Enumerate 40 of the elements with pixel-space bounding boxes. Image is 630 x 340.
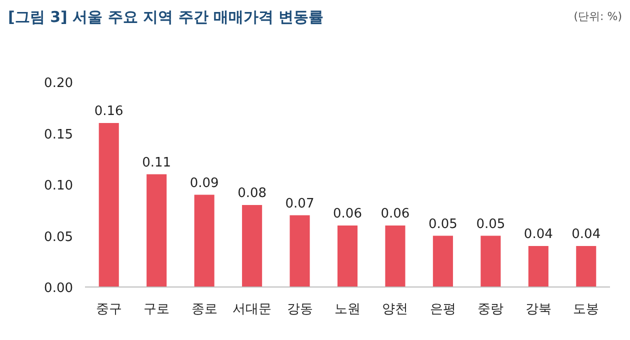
x-tick-label: 중랑 <box>478 302 504 317</box>
y-tick-label: 0.20 <box>44 76 73 91</box>
bar <box>480 236 501 287</box>
data-label: 0.04 <box>524 227 553 242</box>
data-label: 0.08 <box>238 186 267 201</box>
bar <box>576 246 596 287</box>
data-label: 0.09 <box>190 176 219 191</box>
x-tick-label: 도봉 <box>573 302 600 317</box>
bar <box>432 236 453 287</box>
data-label: 0.06 <box>380 206 410 222</box>
y-tick-label: 0.00 <box>44 281 73 296</box>
bar <box>385 226 406 287</box>
y-tick-label: 0.10 <box>44 178 73 194</box>
data-label: 0.06 <box>333 206 362 222</box>
y-tick-label: 0.05 <box>44 230 73 245</box>
x-tick-label: 양천 <box>382 302 408 317</box>
x-tick-label: 은평 <box>430 302 456 317</box>
x-tick-label: 종로 <box>191 302 218 317</box>
data-label: 0.07 <box>285 196 314 212</box>
x-tick-label: 노원 <box>334 302 360 317</box>
data-label: 0.05 <box>428 216 458 232</box>
data-label: 0.11 <box>142 155 172 170</box>
bar <box>242 205 262 287</box>
x-tick-label: 중구 <box>96 302 122 317</box>
x-tick-label: 강북 <box>525 302 552 317</box>
x-tick-label: 서대문 <box>232 302 272 317</box>
bar <box>146 174 167 287</box>
bar <box>194 194 214 287</box>
data-label: 0.05 <box>476 216 506 232</box>
bar <box>337 226 358 287</box>
chart-title: [그림 3] 서울 주요 지역 주간 매매가격 변동률 <box>8 8 324 26</box>
y-tick-label: 0.15 <box>44 127 73 142</box>
data-label: 0.04 <box>572 227 601 242</box>
text: (단위: %) <box>574 10 622 23</box>
x-tick-label: 강동 <box>286 302 313 317</box>
data-label: 0.16 <box>94 104 124 119</box>
x-tick-label: 구로 <box>144 302 170 317</box>
bar <box>98 123 119 287</box>
bar <box>290 215 310 287</box>
bar <box>528 246 548 287</box>
